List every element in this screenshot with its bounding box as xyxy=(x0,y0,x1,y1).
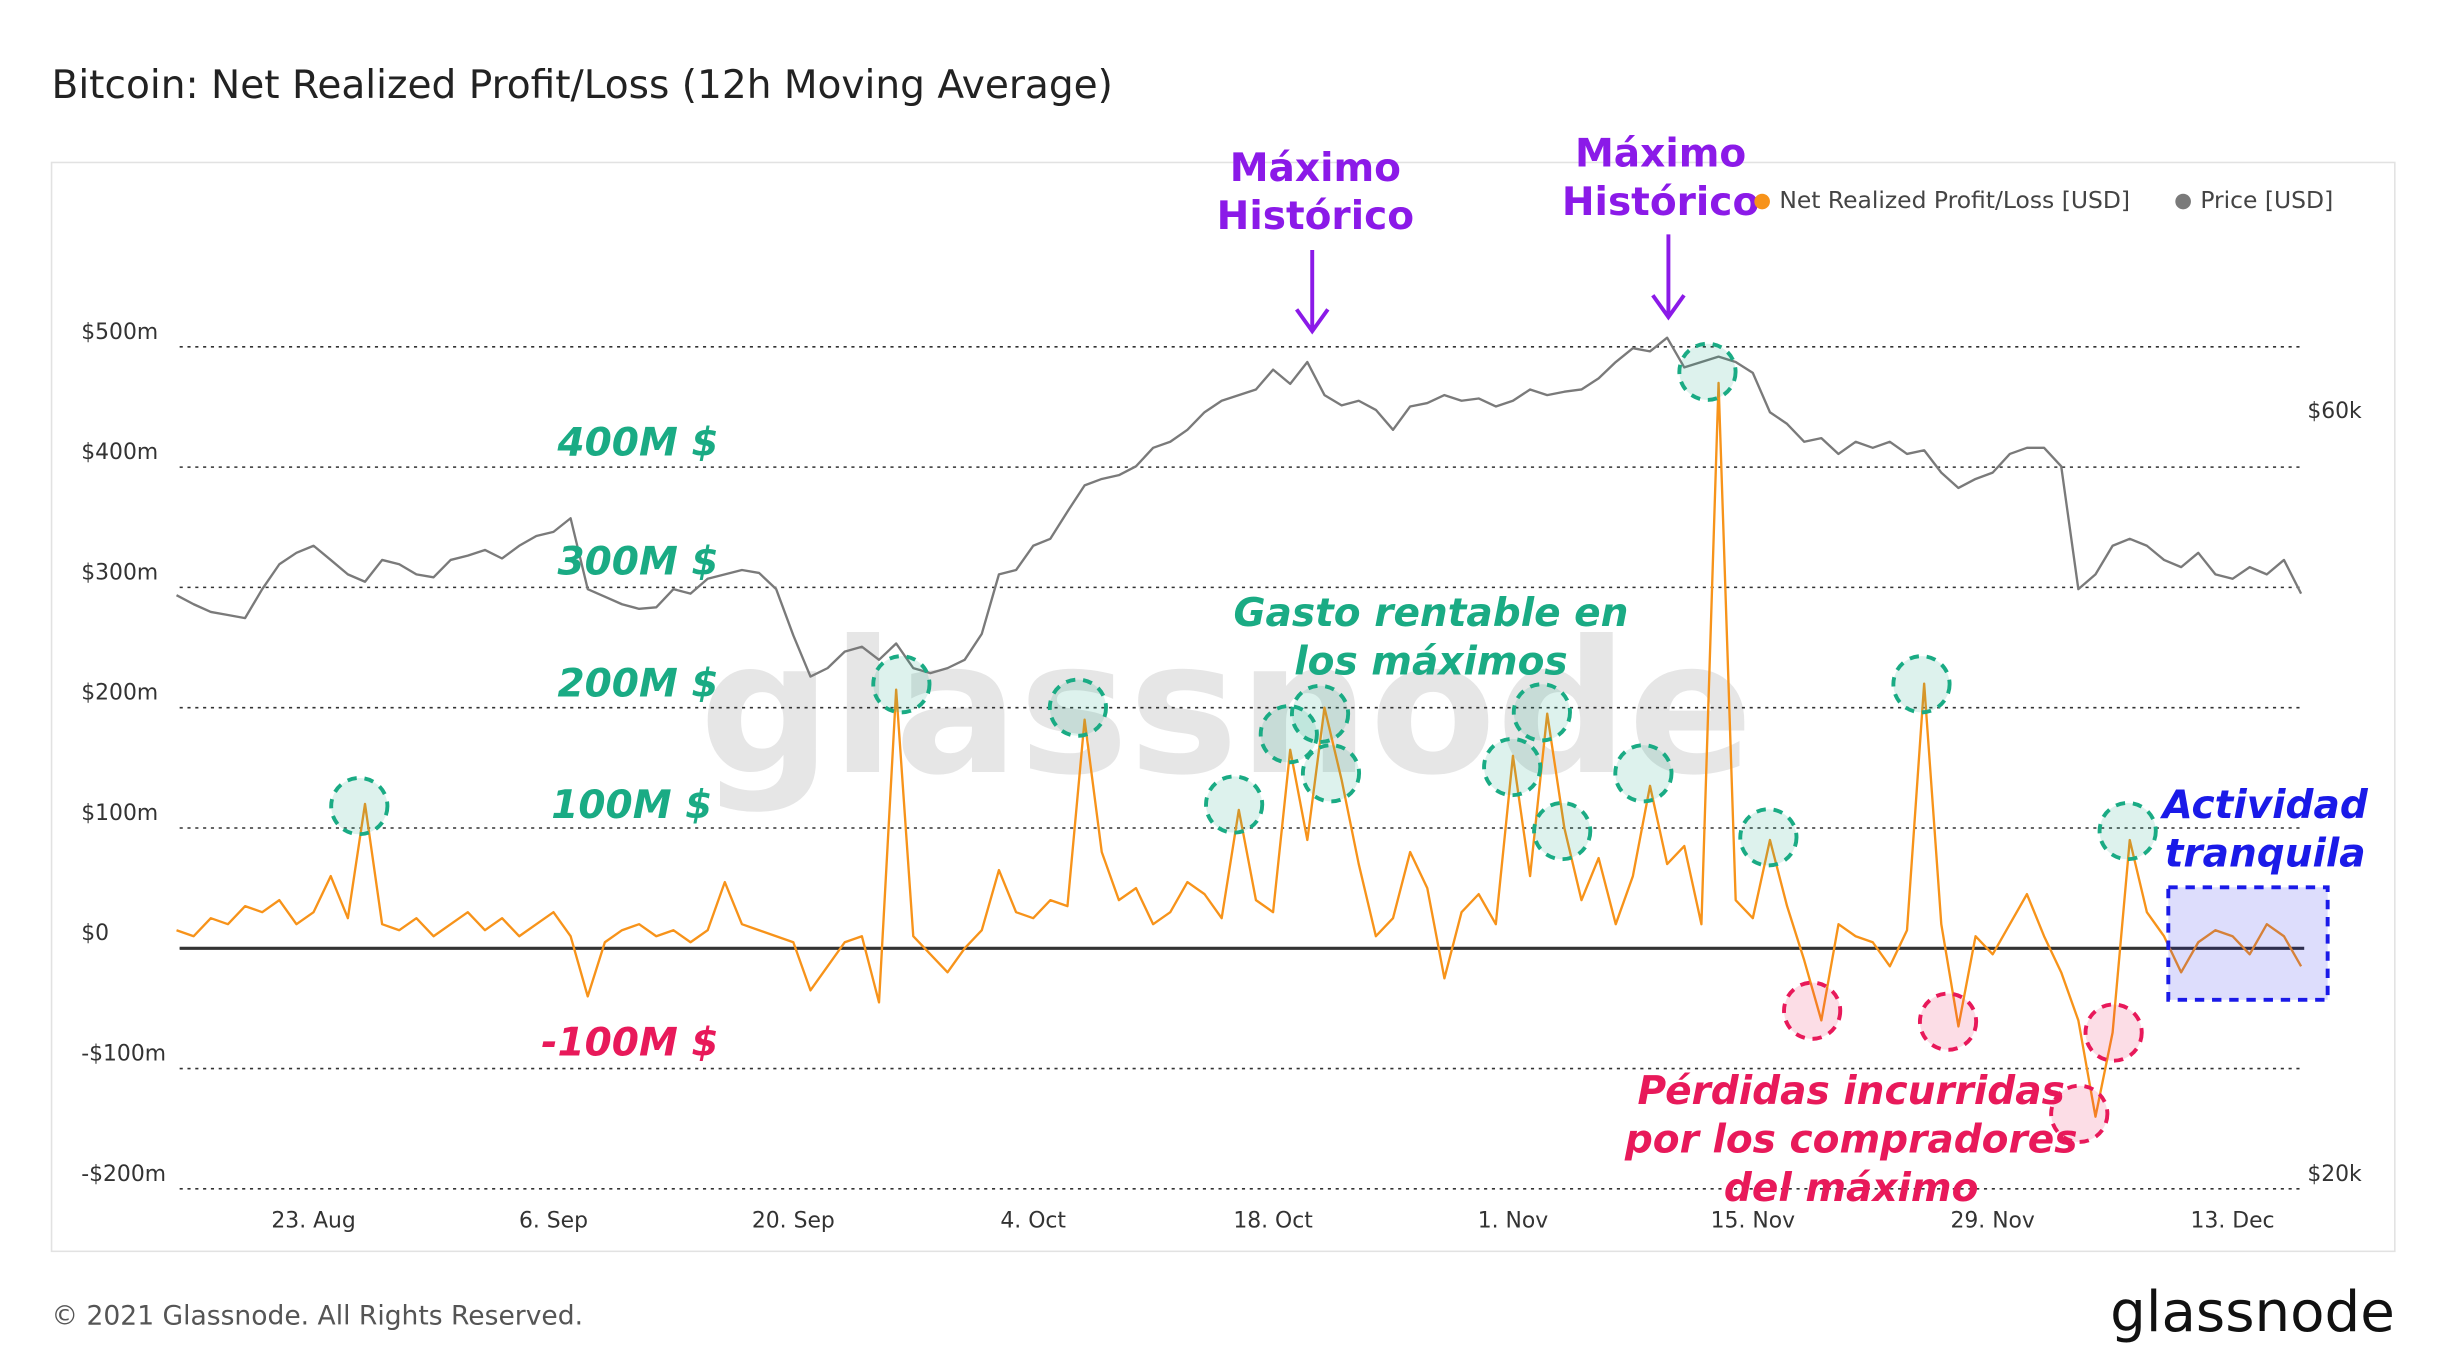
x-tick-label: 13. Dec xyxy=(2191,1209,2275,1234)
chart-frame xyxy=(50,161,2396,1253)
highlight-circle xyxy=(1289,683,1351,745)
x-tick-label: 29. Nov xyxy=(1950,1209,2034,1234)
annotation: Máximo xyxy=(1575,132,1746,177)
annotation: 200M $ xyxy=(557,661,718,706)
y-tick-label: -$100m xyxy=(81,1041,166,1066)
x-tick-label: 23. Aug xyxy=(271,1209,355,1234)
logo: glassnode xyxy=(2110,1280,2395,1345)
y2-tick-label: $20k xyxy=(2307,1162,2362,1187)
loss-circle xyxy=(2083,1002,2144,1063)
legend-label: Net Realized Profit/Loss [USD] xyxy=(1779,186,2130,214)
price-line xyxy=(175,336,2303,678)
annotation: Histórico xyxy=(1217,194,1414,239)
annotation: 100M $ xyxy=(551,783,712,828)
highlight-circle xyxy=(1300,743,1362,804)
x-tick-label: 15. Nov xyxy=(1711,1209,1795,1234)
loss-circle xyxy=(1917,991,1979,1052)
legend-marker xyxy=(2175,193,2191,210)
highlight-circle xyxy=(329,776,390,837)
highlight-circle xyxy=(1532,801,1593,862)
annotation: tranquila xyxy=(2165,832,2366,877)
x-tick-label: 6. Sep xyxy=(519,1209,588,1234)
x-tick-label: 20. Sep xyxy=(752,1209,835,1234)
annotation: 400M $ xyxy=(556,421,718,466)
y-tick-label: $500m xyxy=(81,320,158,345)
plot: -$200m -$100m $0 $100m $200m $300m $400m $500m $… xyxy=(81,320,2362,1234)
highlight-circle xyxy=(1677,341,1738,402)
annotation: del máximo xyxy=(1724,1166,1979,1211)
chart-title: Bitcoin: Net Realized Profit/Loss (12h M… xyxy=(52,63,1113,108)
annotation: por los compradores xyxy=(1624,1117,2078,1162)
x-tick-label: 18. Oct xyxy=(1233,1209,1313,1234)
y-tick-label: -$200m xyxy=(81,1162,166,1187)
y-tick-label: $100m xyxy=(81,801,158,826)
arrow xyxy=(1651,234,1686,321)
y-tick-label: $0 xyxy=(81,921,109,946)
annotation: -100M $ xyxy=(541,1021,718,1066)
x-tick-label: 4. Oct xyxy=(1000,1209,1066,1234)
pnl-line xyxy=(176,381,2303,1118)
highlights xyxy=(329,341,2158,868)
annotation: Actividad xyxy=(2160,783,2369,828)
highlight-circle xyxy=(1891,654,1952,715)
y2-tick-label: $60k xyxy=(2307,399,2362,424)
arrow xyxy=(1295,249,1330,335)
highlight-circle xyxy=(1204,774,1265,835)
y-tick-label: $300m xyxy=(81,560,158,585)
highlight-circle xyxy=(871,654,932,715)
highlight-circle xyxy=(1511,682,1572,743)
highlight-circle xyxy=(1047,677,1108,738)
annotation: los máximos xyxy=(1294,639,1567,684)
annotation: Histórico xyxy=(1562,180,1759,225)
annotation: Gasto rentable en xyxy=(1233,591,1628,636)
highlight-circle xyxy=(1482,736,1543,798)
copyright: © 2021 Glassnode. All Rights Reserved. xyxy=(52,1300,584,1331)
arrows xyxy=(1295,234,1686,335)
legend-marker xyxy=(1754,193,1770,210)
annotation: Pérdidas incurridas xyxy=(1638,1069,2065,1114)
loss-circle xyxy=(1782,980,1843,1041)
y-tick-label: $200m xyxy=(81,681,158,706)
loss-highlights xyxy=(1782,980,2144,1144)
annotation: Máximo xyxy=(1230,146,1401,191)
highlight-circle xyxy=(1258,704,1319,765)
highlight-circle xyxy=(1613,743,1674,804)
x-tick-label: 1. Nov xyxy=(1478,1209,1549,1234)
legend-label: Price [USD] xyxy=(2200,186,2333,214)
y-tick-label: $400m xyxy=(81,440,158,465)
watermark: glassnode xyxy=(699,602,1753,816)
loss-circle xyxy=(2049,1083,2110,1144)
highlight-circle xyxy=(1738,807,1799,868)
quiet-box xyxy=(2166,885,2330,1002)
annotation: 300M $ xyxy=(557,539,718,584)
highlight-circle xyxy=(2097,801,2158,862)
